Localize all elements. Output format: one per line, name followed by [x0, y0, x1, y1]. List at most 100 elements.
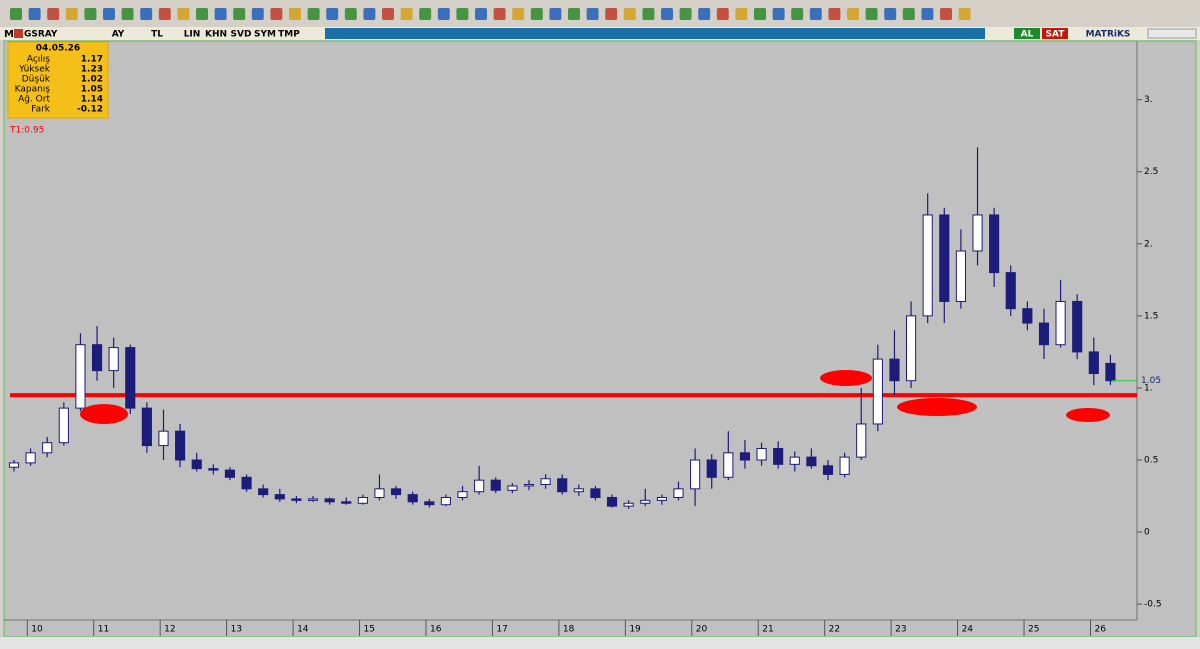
- candle-body: [75, 344, 86, 409]
- toolbar-icon[interactable]: [884, 8, 897, 20]
- candle-body: [706, 459, 717, 478]
- buy-button[interactable]: AL: [1021, 30, 1034, 40]
- candle-body: [955, 250, 966, 302]
- toolbar-icon[interactable]: [716, 8, 729, 20]
- toolbar-icon[interactable]: [605, 8, 618, 20]
- toolbar-icon[interactable]: [326, 8, 339, 20]
- x-tick-label: 11: [98, 625, 109, 635]
- toolbar-icon[interactable]: [10, 8, 22, 20]
- candle-body: [457, 491, 468, 498]
- toolbar-icon[interactable]: [679, 8, 692, 20]
- scrollbar[interactable]: [0, 637, 1200, 649]
- toolbar-icon[interactable]: [754, 8, 766, 20]
- info-value: 1.14: [81, 95, 103, 105]
- x-tick-label: 25: [1028, 625, 1039, 635]
- toolbar-icon[interactable]: [121, 8, 134, 20]
- toolbar-icon[interactable]: [902, 8, 915, 20]
- toolbar-icon[interactable]: [65, 8, 78, 20]
- toolbar-icon[interactable]: [661, 8, 673, 20]
- toolbar-icon[interactable]: [809, 8, 822, 20]
- candle-body: [8, 462, 20, 468]
- candle-body: [258, 488, 269, 496]
- toolbar-icon[interactable]: [921, 8, 934, 20]
- toolbar-icon[interactable]: [623, 8, 636, 20]
- toolbar-icon[interactable]: [456, 8, 469, 20]
- toolbar-icon[interactable]: [530, 8, 543, 20]
- toolbar-icon[interactable]: [735, 8, 748, 20]
- toolbar-icon[interactable]: [28, 8, 41, 20]
- toolbar-icon[interactable]: [400, 8, 413, 20]
- candle-body: [208, 468, 219, 471]
- toolbar-icon[interactable]: [475, 8, 487, 20]
- info-label: Fark: [31, 105, 51, 115]
- toolbar-icon[interactable]: [958, 8, 971, 20]
- toolbar-icon[interactable]: [289, 8, 301, 20]
- candle-body: [723, 452, 734, 478]
- toolbar-icon[interactable]: [214, 8, 227, 20]
- toolbar-icon[interactable]: [196, 8, 208, 20]
- toolbar-button[interactable]: LIN: [184, 30, 201, 40]
- candle-body: [175, 430, 186, 461]
- toolbar-icon[interactable]: [642, 8, 655, 20]
- candle-body: [241, 476, 252, 490]
- symbol-label[interactable]: GSRAY: [24, 30, 58, 40]
- window-controls[interactable]: [1147, 28, 1197, 39]
- x-tick-label: 21: [762, 625, 773, 635]
- toolbar-icon[interactable]: [307, 8, 320, 20]
- candle-body: [540, 478, 551, 486]
- toolbar-icon[interactable]: [419, 8, 432, 20]
- toolbar-icon[interactable]: [140, 8, 153, 20]
- toolbar-icon[interactable]: [251, 8, 264, 20]
- x-tick-label: 26: [1094, 625, 1106, 635]
- toolbar-icon[interactable]: [772, 8, 785, 20]
- toolbar-icon[interactable]: [549, 8, 562, 20]
- menu-label[interactable]: M: [4, 29, 14, 40]
- info-label: Açılış: [27, 55, 50, 65]
- toolbar-icon[interactable]: [512, 8, 525, 20]
- toolbar-icon[interactable]: [158, 8, 171, 20]
- toolbar-icon[interactable]: [865, 8, 878, 20]
- toolbar-icon[interactable]: [940, 8, 952, 20]
- toolbar-icon[interactable]: [270, 8, 283, 20]
- candle-body: [274, 494, 285, 500]
- candle-body: [989, 214, 1000, 274]
- toolbar-button[interactable]: TL: [151, 30, 163, 40]
- x-tick-label: 17: [496, 625, 507, 635]
- toolbar-icon[interactable]: [177, 8, 190, 20]
- candle-body: [606, 496, 618, 507]
- candle-body: [1072, 300, 1083, 353]
- candle-body: [789, 456, 800, 465]
- x-tick-label: 18: [563, 625, 575, 635]
- toolbar-icon[interactable]: [828, 8, 841, 20]
- y-tick-label: 3.: [1144, 95, 1153, 105]
- toolbar-icon[interactable]: [698, 8, 711, 20]
- chart-area: [3, 40, 1197, 638]
- toolbar-icon[interactable]: [344, 8, 357, 20]
- toolbar-icon[interactable]: [568, 8, 580, 20]
- x-tick-label: 13: [231, 625, 242, 635]
- toolbar-icon[interactable]: [493, 8, 506, 20]
- toolbar-button[interactable]: KHN: [205, 30, 227, 40]
- toolbar-icon[interactable]: [103, 8, 115, 20]
- sell-button[interactable]: SAT: [1046, 30, 1066, 40]
- brand: MATRiKS: [1086, 30, 1131, 40]
- toolbar-icon[interactable]: [847, 8, 859, 20]
- toolbar-icon[interactable]: [586, 8, 599, 20]
- candle-body: [407, 494, 418, 503]
- toolbar-icon[interactable]: [791, 8, 804, 20]
- toolbar-icon[interactable]: [84, 8, 97, 20]
- info-value: 1.23: [81, 65, 103, 75]
- toolbar-button[interactable]: SVD: [231, 30, 252, 40]
- toolbar-icon[interactable]: [363, 8, 376, 20]
- y-tick-label: -0.5: [1144, 600, 1162, 610]
- toolbar-icon[interactable]: [47, 8, 60, 20]
- candle-body: [523, 484, 535, 487]
- candle-body: [856, 423, 867, 458]
- toolbar-button[interactable]: AY: [112, 30, 125, 40]
- toolbar-button[interactable]: SYM: [254, 30, 276, 40]
- toolbar-icon[interactable]: [437, 8, 450, 20]
- toolbar-icon[interactable]: [233, 8, 246, 20]
- toolbar-icon[interactable]: [382, 8, 394, 20]
- toolbar-button[interactable]: TMP: [278, 30, 300, 40]
- candle-body: [1038, 322, 1050, 346]
